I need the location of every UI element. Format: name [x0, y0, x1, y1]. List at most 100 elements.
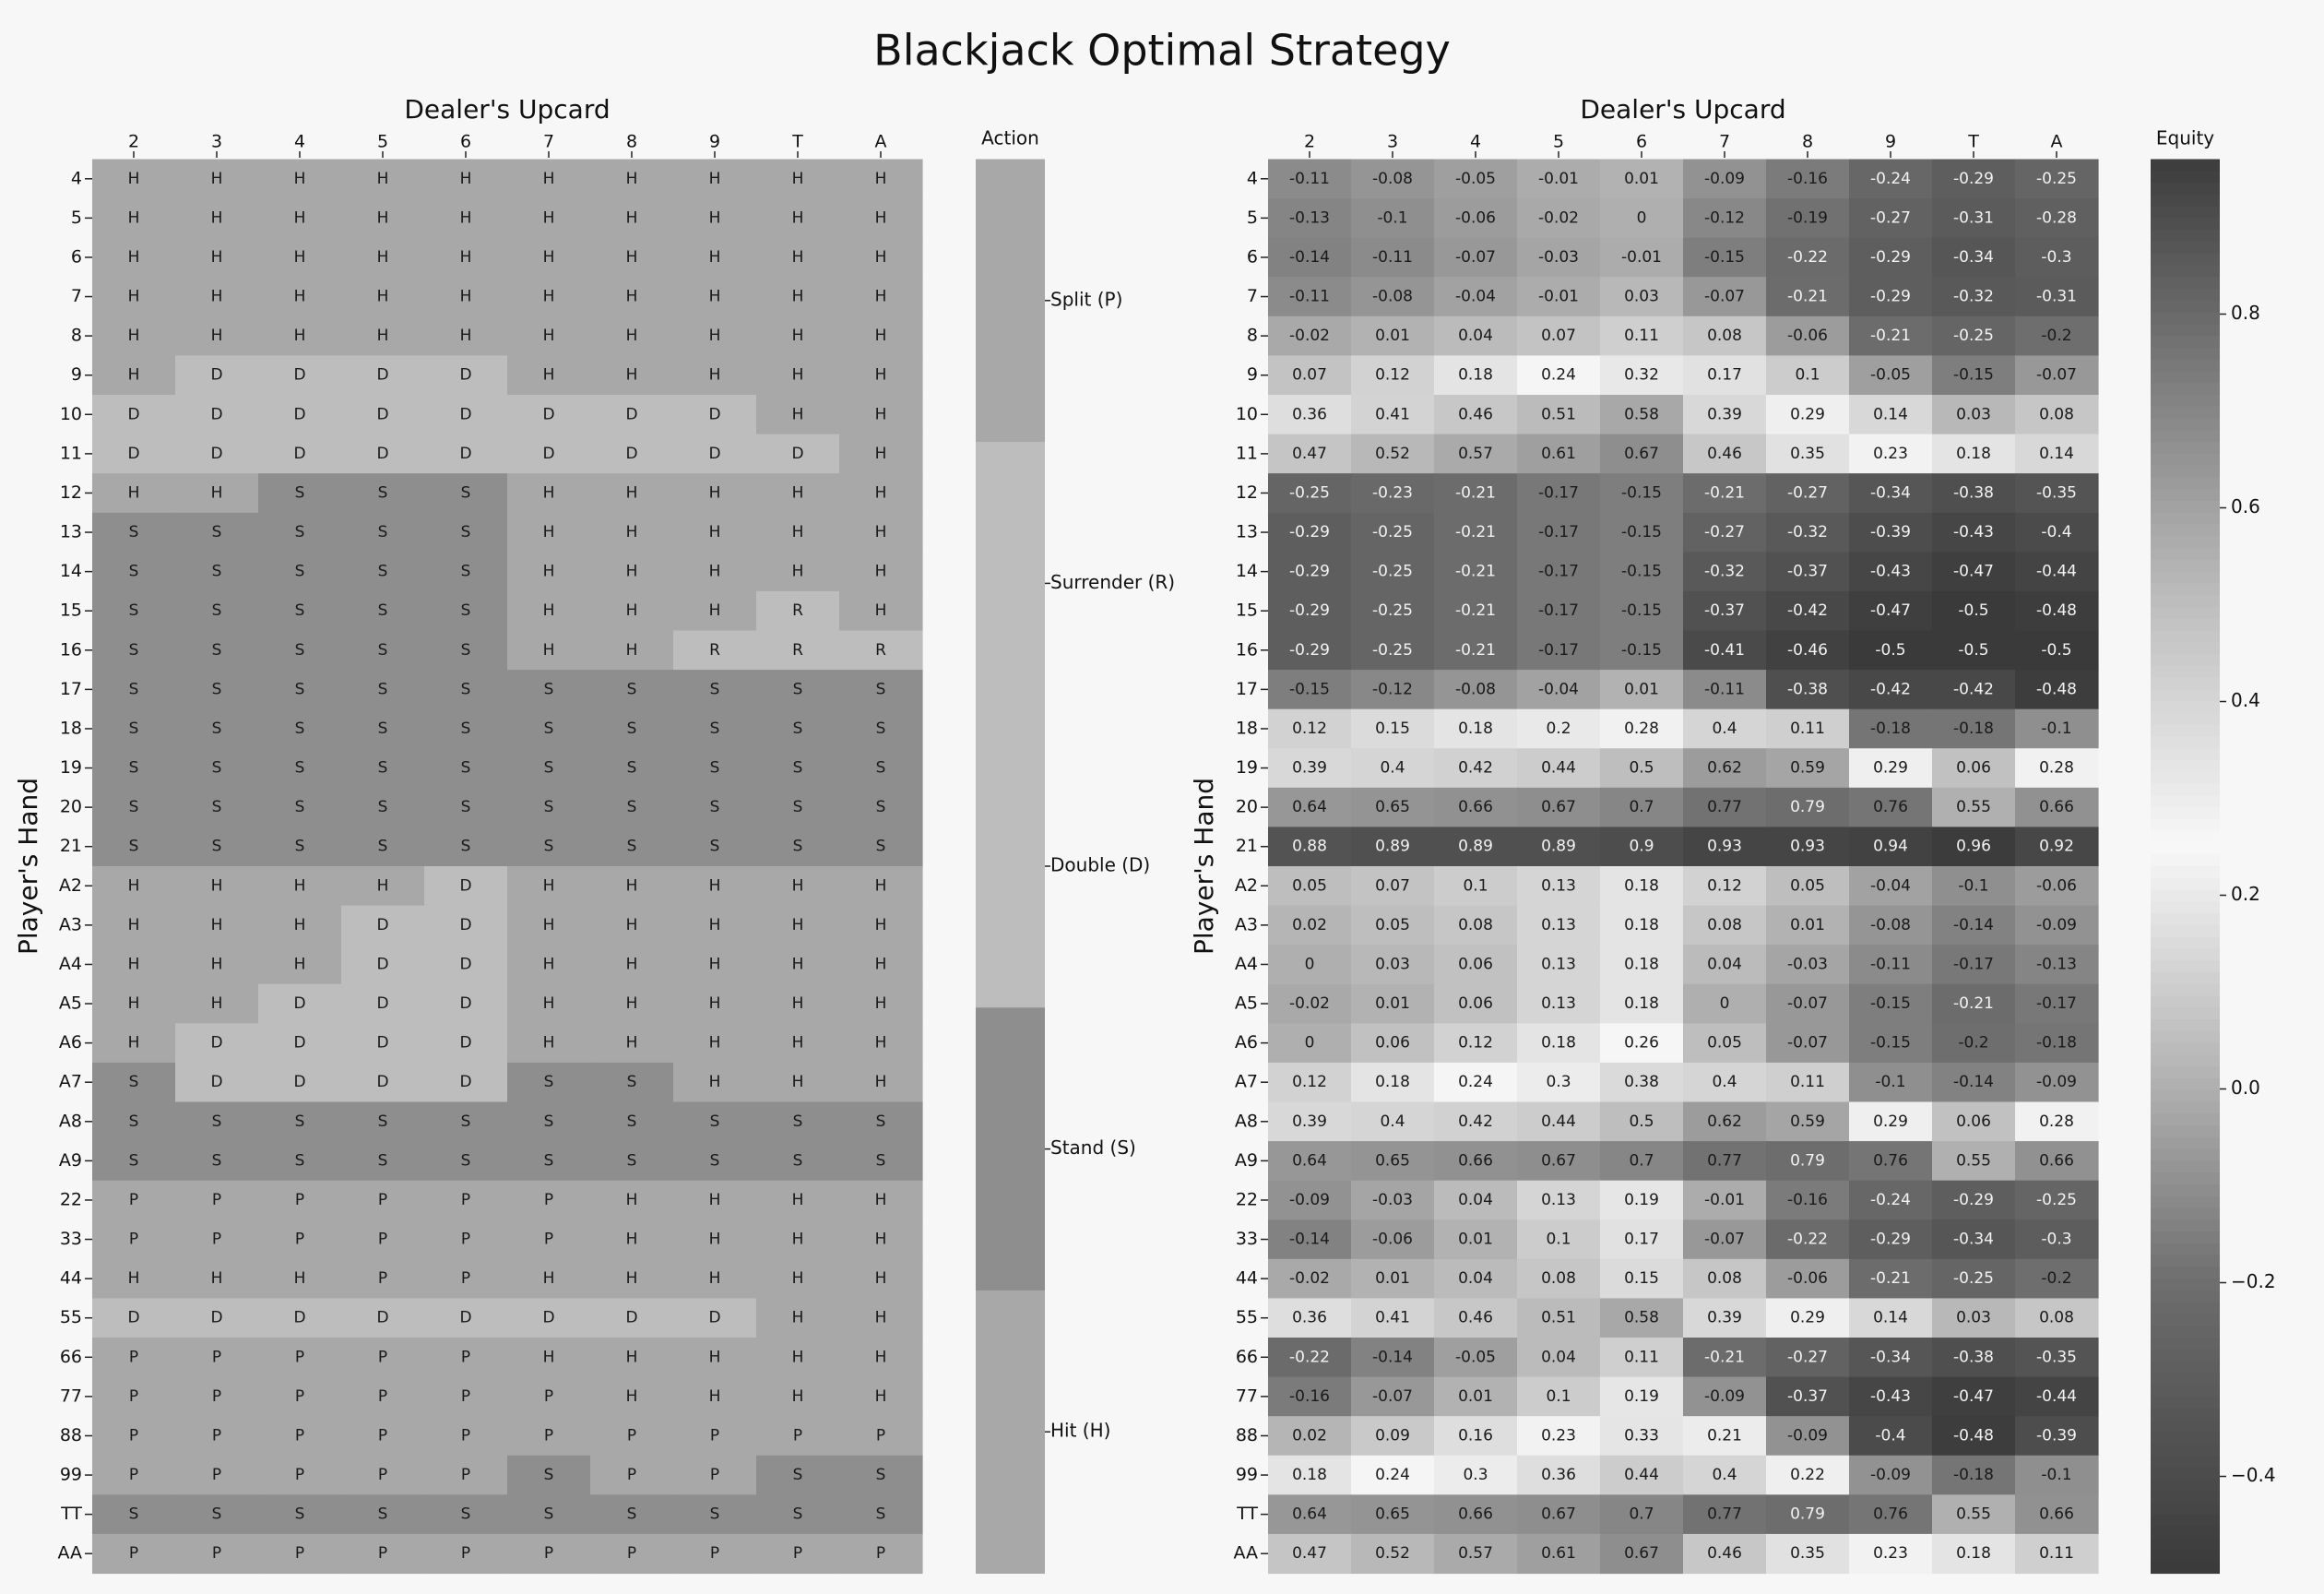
heatmap-cell — [673, 748, 757, 789]
cell-label: H — [543, 1269, 555, 1288]
heatmap-cell — [507, 787, 591, 828]
cell-label: -0.01 — [1538, 170, 1579, 188]
heatmap-cell — [1683, 1494, 1767, 1535]
colorbar-band — [2151, 571, 2220, 584]
cell-label: 0.64 — [1292, 1505, 1327, 1524]
heatmap-cell — [1434, 866, 1518, 907]
legend-swatch — [976, 1007, 1045, 1291]
heatmap-cell — [2015, 1376, 2099, 1417]
cell-label: S — [627, 1073, 637, 1091]
cell-label: -0.06 — [1787, 1269, 1828, 1288]
heatmap-cell — [175, 1023, 259, 1064]
cell-label: 0.36 — [1292, 405, 1327, 423]
cell-label: -0.4 — [1875, 1426, 1905, 1445]
cell-label: 0.7 — [1629, 1505, 1654, 1524]
x-tick-label: 5 — [1553, 132, 1564, 152]
heatmap-cell — [1766, 708, 1850, 749]
cell-label: S — [212, 1505, 222, 1524]
heatmap-cell — [590, 355, 674, 396]
cell-label: 0.76 — [1873, 1505, 1908, 1524]
heatmap-cell — [1268, 1416, 1352, 1457]
cell-label: H — [460, 288, 472, 306]
cell-label: -0.04 — [1870, 876, 1911, 895]
heatmap-cell — [1600, 1141, 1684, 1182]
y-tick-label: 21 — [1236, 836, 1258, 856]
cell-label: H — [875, 1269, 887, 1288]
heatmap-cell — [507, 1101, 591, 1142]
heatmap-cell — [1268, 237, 1352, 278]
heatmap-cell — [1351, 905, 1435, 946]
cell-label: S — [295, 1151, 305, 1170]
cell-label: -0.21 — [1704, 1348, 1745, 1366]
heatmap-cell — [424, 473, 508, 514]
cell-label: 0.18 — [1541, 1034, 1576, 1053]
cell-label: P — [129, 1191, 138, 1209]
heatmap-cell — [1351, 1376, 1435, 1417]
cell-label: H — [211, 170, 223, 188]
colorbar-band — [2151, 783, 2220, 796]
cell-label: D — [542, 405, 554, 423]
cell-label: -0.14 — [1953, 1073, 1994, 1091]
heatmap-cell — [507, 315, 591, 357]
heatmap-cell — [1434, 1062, 1518, 1103]
cell-label: 0.42 — [1458, 759, 1493, 778]
heatmap-cell — [590, 983, 674, 1024]
y-tick-label: 9 — [1247, 364, 1258, 385]
y-tick-label: AA — [57, 1543, 82, 1564]
cell-label: S — [710, 1151, 720, 1170]
cell-label: 0.04 — [1458, 1269, 1493, 1288]
cell-label: H — [709, 208, 721, 227]
heatmap-cell — [839, 748, 923, 789]
cell-label: H — [211, 994, 223, 1013]
cell-label: H — [792, 1348, 804, 1366]
cell-label: R — [709, 641, 720, 660]
heatmap-cell — [1849, 748, 1933, 789]
cell-label: -0.06 — [1372, 1231, 1413, 1249]
heatmap-cell — [1766, 1101, 1850, 1142]
heatmap-cell — [507, 1338, 591, 1378]
heatmap-cell — [507, 434, 591, 474]
heatmap-cell — [1434, 1455, 1518, 1495]
cell-label: -0.01 — [1621, 248, 1662, 267]
heatmap-cell — [258, 159, 342, 199]
heatmap-cell — [1434, 237, 1518, 278]
cell-label: H — [211, 248, 223, 267]
heatmap-cell — [756, 827, 840, 867]
cell-label: S — [710, 759, 720, 778]
cell-label: -0.32 — [1787, 523, 1828, 541]
heatmap-cell — [1600, 1062, 1684, 1103]
heatmap-cell — [175, 1298, 259, 1338]
x-tick-label: 8 — [1802, 132, 1813, 152]
heatmap-cell — [341, 708, 425, 749]
cell-label: D — [376, 1034, 388, 1053]
y-tick-label: A9 — [1235, 1150, 1258, 1171]
cell-label: H — [543, 1348, 555, 1366]
heatmap-cell — [1600, 552, 1684, 592]
cell-label: S — [461, 680, 471, 698]
heatmap-cell — [92, 552, 176, 592]
heatmap-cell — [2015, 1141, 2099, 1182]
heatmap-cell — [1600, 355, 1684, 396]
cell-label: 0.02 — [1292, 1426, 1327, 1445]
heatmap-cell — [1766, 355, 1850, 396]
heatmap-cell — [1434, 1494, 1518, 1535]
heatmap-cell — [839, 866, 923, 907]
y-tick-label: TT — [60, 1504, 82, 1524]
cell-label: 0.06 — [1956, 1112, 1991, 1131]
heatmap-cell — [258, 905, 342, 946]
cell-label: H — [792, 876, 804, 895]
heatmap-cell — [1600, 277, 1684, 317]
cell-label: -0.1 — [2041, 1466, 2071, 1484]
cell-label: S — [295, 720, 305, 738]
heatmap-cell — [258, 983, 342, 1024]
legend-swatch — [976, 159, 1045, 443]
cell-label: H — [543, 955, 555, 973]
cell-label: 0.12 — [1292, 720, 1327, 738]
cell-label: H — [792, 1387, 804, 1406]
colorbar-band — [2151, 748, 2220, 761]
cell-label: -0.27 — [1787, 483, 1828, 502]
cell-label: 0.51 — [1541, 405, 1576, 423]
heatmap-cell — [1517, 1376, 1601, 1417]
colorbar-band — [2151, 1066, 2220, 1079]
y-tick-label: A7 — [1235, 1072, 1258, 1092]
